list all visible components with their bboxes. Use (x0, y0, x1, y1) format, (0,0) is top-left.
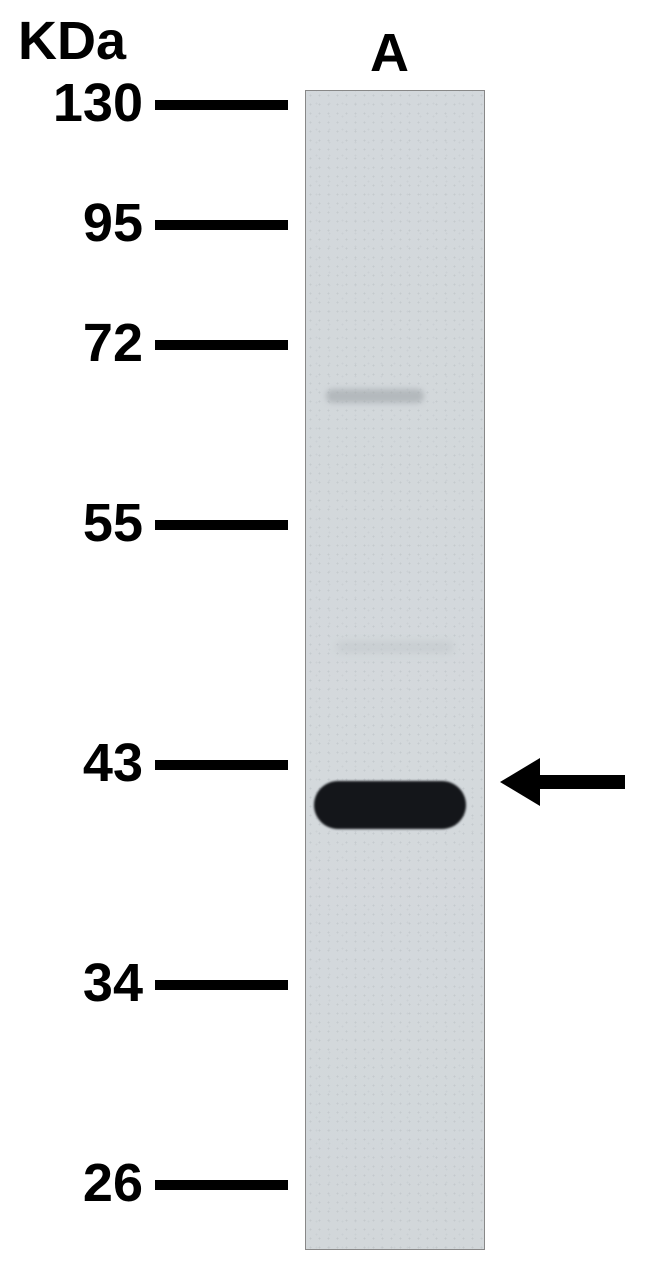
marker-label: 26 (18, 1152, 143, 1214)
faint-band (326, 389, 424, 403)
marker-tick (155, 220, 288, 230)
marker-label: 95 (18, 192, 143, 254)
arrow-icon (500, 758, 625, 806)
unit-label: KDa (18, 10, 126, 72)
marker-tick (155, 760, 288, 770)
lane-speckle (306, 91, 484, 1249)
target-band (314, 781, 466, 829)
marker-tick (155, 340, 288, 350)
target-band-arrow (500, 758, 625, 806)
marker-tick (155, 1180, 288, 1190)
lane-a-label: A (370, 22, 409, 84)
marker-tick (155, 100, 288, 110)
marker-label: 55 (18, 492, 143, 554)
marker-label: 130 (18, 72, 143, 134)
marker-label: 34 (18, 952, 143, 1014)
marker-tick (155, 980, 288, 990)
lane-a (305, 90, 485, 1250)
marker-label: 72 (18, 312, 143, 374)
faint-band (336, 641, 454, 653)
marker-tick (155, 520, 288, 530)
marker-label: 43 (18, 732, 143, 794)
western-blot-figure: KDa 130 95 72 55 43 34 26 A (0, 0, 650, 1265)
